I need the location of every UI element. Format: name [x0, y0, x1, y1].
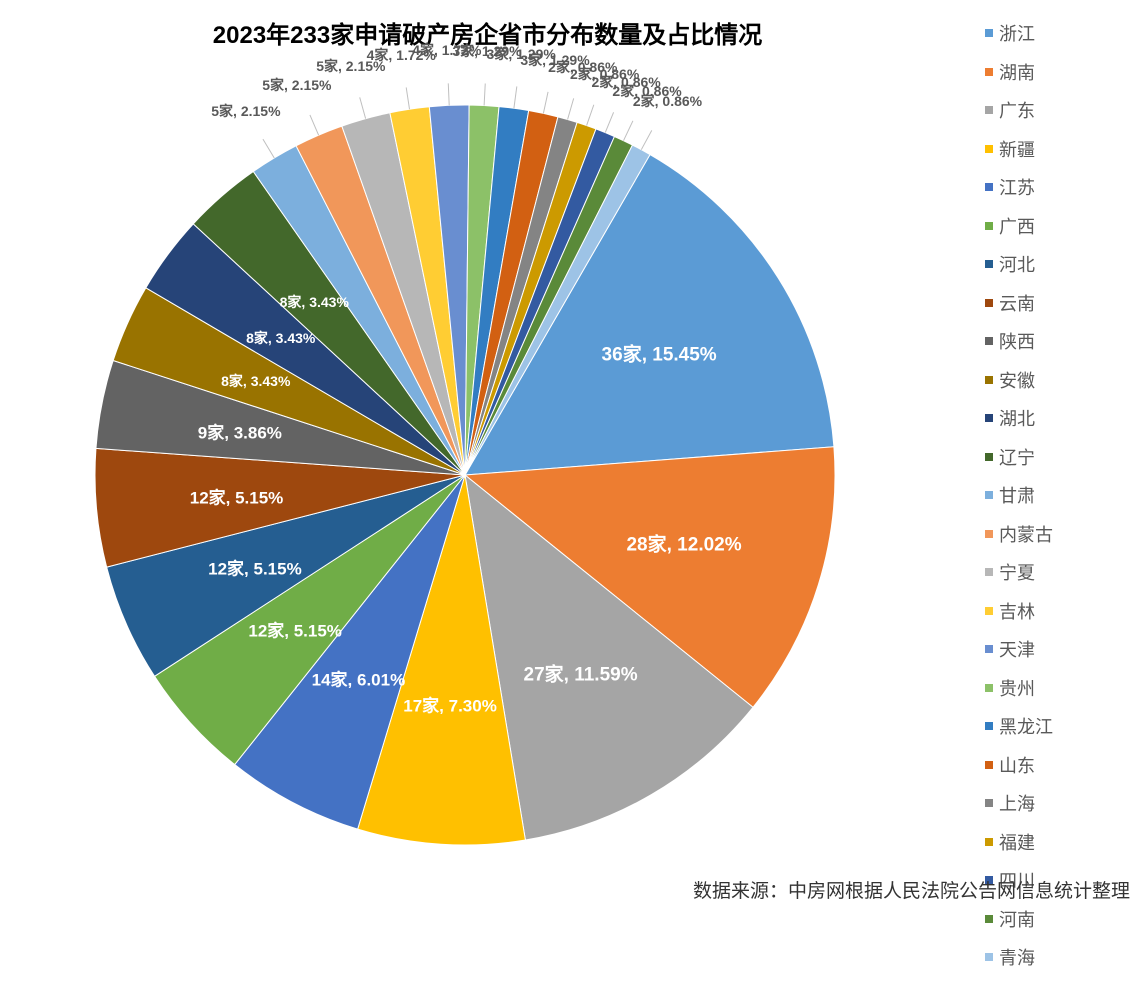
- legend-marker: [985, 299, 993, 307]
- legend-label: 新疆: [999, 136, 1035, 162]
- slice-label: 12家, 5.15%: [248, 617, 342, 642]
- legend-marker: [985, 106, 993, 114]
- legend-marker: [985, 761, 993, 769]
- slice-label: 27家, 11.59%: [524, 660, 638, 687]
- legend-label: 河北: [999, 251, 1035, 277]
- slice-label: 2家, 0.86%: [591, 72, 660, 92]
- chart-title: 2023年233家申请破产房企省市分布数量及占比情况: [0, 15, 975, 50]
- legend-label: 湖北: [999, 405, 1035, 431]
- slice-label: 5家, 2.15%: [211, 101, 280, 121]
- legend-item: 广东: [985, 97, 1135, 123]
- legend-item: 青海: [985, 944, 1135, 970]
- legend-label: 甘肃: [999, 482, 1035, 508]
- slice-label: 17家, 7.30%: [403, 691, 497, 716]
- legend-label: 安徽: [999, 367, 1035, 393]
- legend-item: 辽宁: [985, 444, 1135, 470]
- legend-item: 陕西: [985, 328, 1135, 354]
- legend-item: 甘肃: [985, 482, 1135, 508]
- legend-marker: [985, 337, 993, 345]
- legend-item: 福建: [985, 829, 1135, 855]
- slice-label: 36家, 15.45%: [602, 339, 717, 366]
- slice-label: 8家, 3.43%: [221, 371, 290, 391]
- legend-marker: [985, 453, 993, 461]
- legend-label: 福建: [999, 829, 1035, 855]
- legend-label: 广东: [999, 97, 1035, 123]
- legend-marker: [985, 145, 993, 153]
- legend-marker: [985, 530, 993, 538]
- slice-label: 2家, 0.86%: [570, 64, 639, 84]
- legend-label: 天津: [999, 636, 1035, 662]
- pie-labels-layer: 36家, 15.45% 28家, 12.02% 27家, 11.59% 17家, 7.…: [30, 60, 900, 850]
- legend-label: 陕西: [999, 328, 1035, 354]
- legend-marker: [985, 684, 993, 692]
- legend-marker: [985, 29, 993, 37]
- pie-chart-area: 36家, 15.45% 28家, 12.02% 27家, 11.59% 17家, 7.…: [30, 60, 900, 850]
- slice-label: 3家, 1.29%: [520, 50, 589, 70]
- legend-marker: [985, 491, 993, 499]
- legend-item: 湖北: [985, 405, 1135, 431]
- legend-item: 安徽: [985, 367, 1135, 393]
- legend-label: 江苏: [999, 174, 1035, 200]
- slice-label: 12家, 5.15%: [208, 555, 302, 580]
- legend-item: 浙江: [985, 20, 1135, 46]
- legend-marker: [985, 838, 993, 846]
- legend-label: 上海: [999, 790, 1035, 816]
- legend-item: 河北: [985, 251, 1135, 277]
- legend-marker: [985, 260, 993, 268]
- legend-label: 青海: [999, 944, 1035, 970]
- legend-item: 吉林: [985, 598, 1135, 624]
- legend-label: 辽宁: [999, 444, 1035, 470]
- legend-item: 新疆: [985, 136, 1135, 162]
- legend-item: 山东: [985, 752, 1135, 778]
- legend-item: 湖南: [985, 59, 1135, 85]
- slice-label: 8家, 3.43%: [280, 292, 349, 312]
- slice-label: 2家, 0.86%: [548, 57, 617, 77]
- slice-label: 5家, 2.15%: [316, 56, 385, 76]
- legend-marker: [985, 722, 993, 730]
- legend-label: 黑龙江: [999, 713, 1053, 739]
- legend-item: 上海: [985, 790, 1135, 816]
- slice-label: 28家, 12.02%: [626, 530, 741, 557]
- legend-item: 宁夏: [985, 559, 1135, 585]
- legend-item: 江苏: [985, 174, 1135, 200]
- legend-marker: [985, 376, 993, 384]
- legend-label: 内蒙古: [999, 521, 1053, 547]
- legend-label: 湖南: [999, 59, 1035, 85]
- slice-label: 5家, 2.15%: [262, 75, 331, 95]
- legend-label: 浙江: [999, 20, 1035, 46]
- legend-marker: [985, 568, 993, 576]
- legend-item: 贵州: [985, 675, 1135, 701]
- legend-marker: [985, 222, 993, 230]
- legend-item: 天津: [985, 636, 1135, 662]
- legend-label: 宁夏: [999, 559, 1035, 585]
- legend: 浙江湖南广东新疆江苏广西河北云南陕西安徽湖北辽宁甘肃内蒙古宁夏吉林天津贵州黑龙江…: [985, 20, 1135, 983]
- legend-label: 贵州: [999, 675, 1035, 701]
- legend-marker: [985, 953, 993, 961]
- chart-container: 2023年233家申请破产房企省市分布数量及占比情况 36家, 15.45% 28…: [0, 0, 1145, 913]
- slice-label: 8家, 3.43%: [246, 328, 315, 348]
- legend-marker: [985, 799, 993, 807]
- slice-label: 12家, 5.15%: [190, 483, 284, 508]
- legend-label: 云南: [999, 290, 1035, 316]
- legend-label: 广西: [999, 213, 1035, 239]
- legend-marker: [985, 414, 993, 422]
- slice-label: 2家, 0.86%: [633, 91, 702, 111]
- legend-label: 河南: [999, 906, 1035, 932]
- legend-marker: [985, 645, 993, 653]
- legend-marker: [985, 68, 993, 76]
- slice-label: 14家, 6.01%: [312, 666, 406, 691]
- legend-item: 河南: [985, 906, 1135, 932]
- legend-item: 黑龙江: [985, 713, 1135, 739]
- legend-marker: [985, 607, 993, 615]
- legend-marker: [985, 915, 993, 923]
- slice-label: 9家, 3.86%: [198, 418, 282, 443]
- legend-marker: [985, 183, 993, 191]
- legend-item: 内蒙古: [985, 521, 1135, 547]
- legend-item: 云南: [985, 290, 1135, 316]
- legend-label: 山东: [999, 752, 1035, 778]
- source-text: 数据来源：中房网根据人民法院公告网信息统计整理: [693, 876, 1130, 903]
- slice-label: 2家, 0.86%: [612, 81, 681, 101]
- legend-item: 广西: [985, 213, 1135, 239]
- legend-label: 吉林: [999, 598, 1035, 624]
